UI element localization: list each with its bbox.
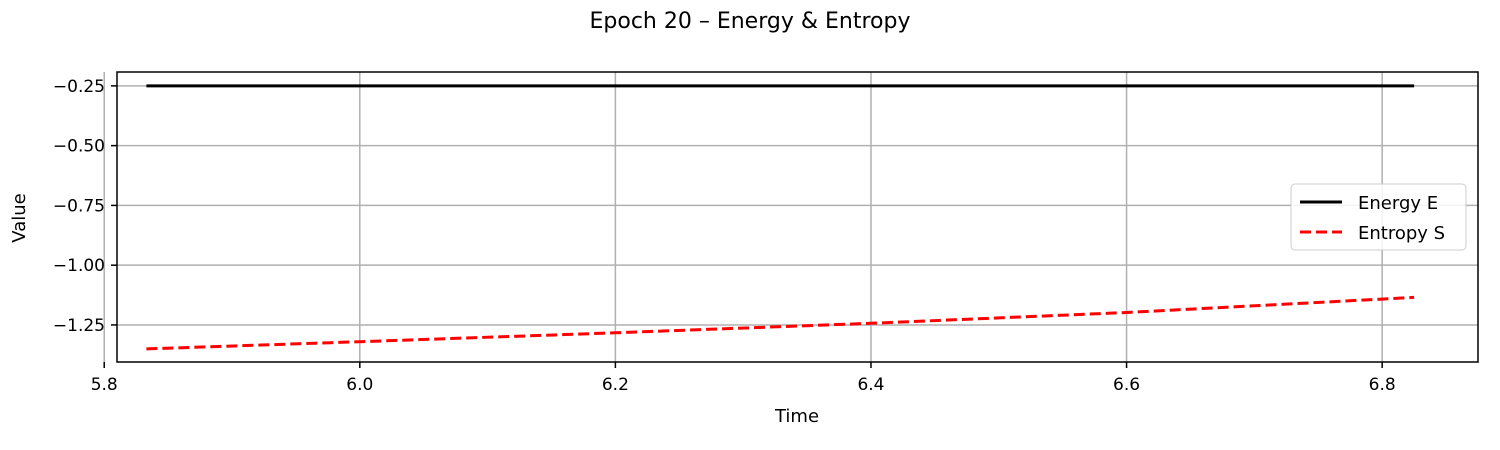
- y-tick-label: −0.75: [53, 196, 105, 216]
- y-tick-label: −0.50: [53, 137, 105, 157]
- chart-title: Epoch 20 – Energy & Entropy: [590, 9, 911, 34]
- y-axis-label: Value: [9, 193, 30, 242]
- x-tick-label: 6.8: [1369, 375, 1396, 395]
- y-tick-label: −0.25: [53, 77, 105, 97]
- y-tick-label: −1.00: [53, 256, 105, 276]
- x-tick-label: 6.2: [602, 375, 629, 395]
- x-tick-label: 6.6: [1113, 375, 1140, 395]
- legend-label-energy: Energy E: [1358, 193, 1438, 214]
- y-tick-label: −1.25: [53, 316, 105, 336]
- x-tick-label: 6.0: [346, 375, 373, 395]
- series-line-entropy: [146, 295, 1415, 351]
- y-axis-ticks: −1.25 −1.00 −0.75 −0.50 −0.25: [53, 77, 117, 336]
- x-tick-label: 6.4: [857, 375, 884, 395]
- x-tick-label: 5.8: [91, 375, 118, 395]
- legend: Energy E Entropy S: [1290, 183, 1467, 251]
- x-axis-label: Time: [774, 406, 819, 427]
- x-axis-ticks: 5.8 6.0 6.2 6.4 6.6 6.8: [91, 362, 1396, 395]
- plot-area: [146, 84, 1415, 351]
- grid: [103, 72, 1478, 362]
- legend-label-entropy: Entropy S: [1358, 223, 1445, 244]
- axes-frame: [116, 71, 1479, 363]
